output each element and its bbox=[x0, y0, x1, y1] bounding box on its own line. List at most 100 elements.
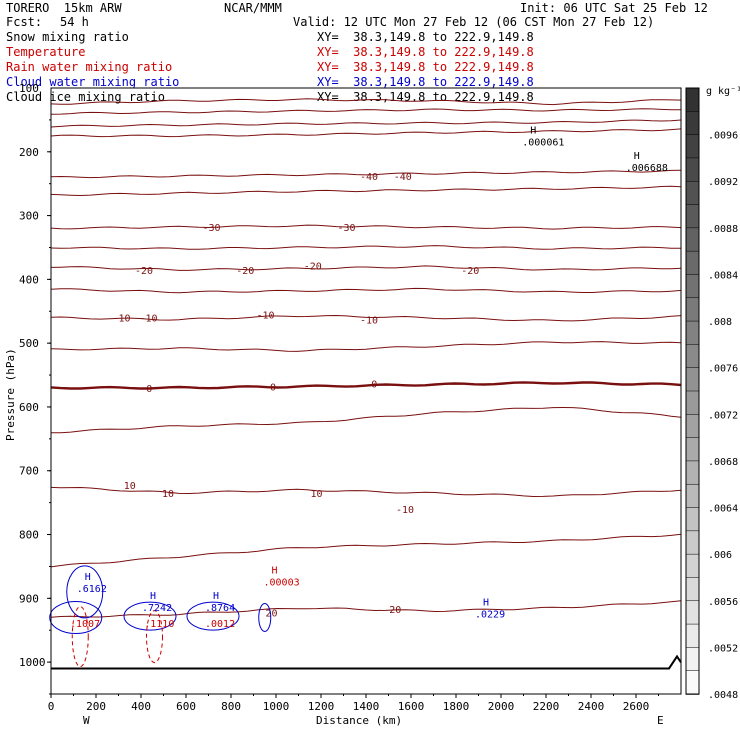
y-tick-label: 400 bbox=[19, 273, 39, 286]
temperature-label: -20 bbox=[304, 261, 322, 272]
maximum-value: .00003 bbox=[264, 578, 300, 589]
maximum-value: .1007 bbox=[70, 619, 100, 630]
colorbar-step bbox=[685, 320, 700, 346]
colorbar-step bbox=[685, 483, 700, 509]
temperature-contour-m20 bbox=[50, 265, 682, 271]
temperature-label: -40 bbox=[394, 172, 412, 183]
colorbar-label: .006 bbox=[708, 550, 732, 561]
colorbar-label: .0076 bbox=[708, 364, 738, 375]
temperature-contour-m10 bbox=[50, 314, 682, 322]
colorbar-step bbox=[685, 344, 700, 369]
temperature-contour-10 bbox=[50, 486, 682, 498]
temperature-label: -20 bbox=[461, 266, 479, 277]
colorbar-step bbox=[685, 530, 700, 555]
cloud-water-contour bbox=[258, 602, 272, 632]
colorbar-step bbox=[685, 507, 700, 532]
ground-surface-line bbox=[51, 654, 682, 670]
colorbar-step bbox=[685, 87, 700, 113]
x-tick-label: 400 bbox=[131, 700, 151, 713]
colorbar-step bbox=[685, 600, 700, 625]
field-xy-cloud-ice: XY= 38.3,149.8 to 222.9,149.8 bbox=[317, 90, 534, 104]
temperature-contour-20 bbox=[50, 600, 682, 618]
temperature-contour-5 bbox=[50, 406, 682, 434]
maximum-value: .006688 bbox=[626, 163, 668, 174]
x-tick-label: 1400 bbox=[353, 700, 380, 713]
temperature-contour-m45 bbox=[50, 128, 682, 138]
model-name: TORERO 15km ARW bbox=[6, 1, 122, 15]
maximum-value: .6162 bbox=[77, 584, 107, 595]
x-tick-label: 1200 bbox=[308, 700, 335, 713]
colorbar-label: .0052 bbox=[708, 643, 738, 654]
x-tick-label: 1000 bbox=[263, 700, 290, 713]
x-tick-label: 2400 bbox=[578, 700, 605, 713]
x-right-end-label: E bbox=[657, 714, 664, 727]
field-name-temperature: Temperature bbox=[6, 45, 86, 59]
colorbar-label: .0088 bbox=[708, 224, 738, 235]
x-tick-label: 1800 bbox=[443, 700, 470, 713]
x-tick-label: 600 bbox=[176, 700, 196, 713]
y-tick-label: 800 bbox=[19, 529, 39, 542]
colorbar-label: .0096 bbox=[708, 131, 738, 142]
maximum-value: .1110 bbox=[144, 619, 174, 630]
temperature-contour-15 bbox=[50, 533, 682, 568]
field-name-cloud-ice: Cloud ice mixing ratio bbox=[6, 90, 165, 104]
colorbar-step bbox=[685, 180, 700, 206]
cloud-water-contour bbox=[66, 565, 104, 619]
field-xy-temperature: XY= 38.3,149.8 to 222.9,149.8 bbox=[317, 45, 534, 59]
colorbar-step bbox=[685, 577, 700, 602]
y-tick-label: 200 bbox=[19, 146, 39, 159]
temperature-contour-m55 bbox=[50, 108, 682, 115]
x-tick-label: 200 bbox=[86, 700, 106, 713]
maximum-value: .0012 bbox=[205, 619, 235, 630]
colorbar-label: .0072 bbox=[708, 410, 738, 421]
maximum-value: .8764 bbox=[205, 603, 235, 614]
y-tick-label: 300 bbox=[19, 210, 39, 223]
cloud-water-contour bbox=[123, 601, 177, 631]
maximum-marker: H bbox=[213, 591, 219, 602]
colorbar-step bbox=[685, 250, 700, 276]
init-time: Init: 06 UTC Sat 25 Feb 12 bbox=[520, 1, 708, 15]
cloud-water-contour bbox=[186, 601, 240, 631]
maximum-marker: H bbox=[272, 566, 278, 577]
x-left-end-label: W bbox=[83, 714, 90, 727]
colorbar-step bbox=[685, 390, 700, 416]
field-name-rain: Rain water mixing ratio bbox=[6, 60, 173, 74]
temperature-contour-m15 bbox=[50, 287, 682, 294]
colorbar-step bbox=[685, 414, 700, 439]
maximum-marker: H bbox=[150, 591, 156, 602]
colorbar-step bbox=[685, 274, 700, 299]
temperature-label: -30 bbox=[338, 223, 356, 234]
colorbar-frame bbox=[685, 87, 700, 695]
maximum-marker: H bbox=[634, 151, 640, 162]
colorbar-label: .0092 bbox=[708, 177, 738, 188]
temperature-label: 10 bbox=[162, 489, 174, 500]
colorbar-step bbox=[685, 297, 700, 322]
temperature-label: 10 bbox=[311, 489, 323, 500]
maximum-marker: H bbox=[483, 597, 489, 608]
colorbar-label: .0068 bbox=[708, 457, 738, 468]
temperature-label: -20 bbox=[236, 266, 254, 277]
temperature-contour-m60 bbox=[50, 98, 682, 106]
field-name-snow: Snow mixing ratio bbox=[6, 30, 129, 44]
colorbar-label: .008 bbox=[708, 317, 732, 328]
colorbar-step bbox=[685, 553, 700, 579]
maximum-marker: H bbox=[85, 572, 91, 583]
temperature-label: 10 bbox=[124, 481, 136, 492]
center-name: NCAR/MMM bbox=[224, 1, 282, 15]
y-tick-label: 700 bbox=[19, 465, 39, 478]
x-tick-label: 1600 bbox=[398, 700, 425, 713]
x-tick-label: 0 bbox=[48, 700, 55, 713]
valid-time: Valid: 12 UTC Mon 27 Feb 12 (06 CST Mon … bbox=[293, 15, 655, 29]
colorbar-step bbox=[685, 437, 700, 462]
temperature-label: -10 bbox=[257, 310, 275, 321]
temperature-contour-m30 bbox=[50, 224, 682, 230]
colorbar-step bbox=[685, 647, 700, 672]
y-tick-label: 1000 bbox=[19, 656, 46, 669]
rain-water-contour bbox=[71, 606, 89, 668]
temperature-label: -30 bbox=[203, 223, 221, 234]
temperature-label: 0 bbox=[270, 383, 276, 394]
field-xy-rain: XY= 38.3,149.8 to 222.9,149.8 bbox=[317, 60, 534, 74]
temperature-contour-m25 bbox=[50, 245, 681, 250]
temperature-contour-0 bbox=[50, 381, 682, 390]
